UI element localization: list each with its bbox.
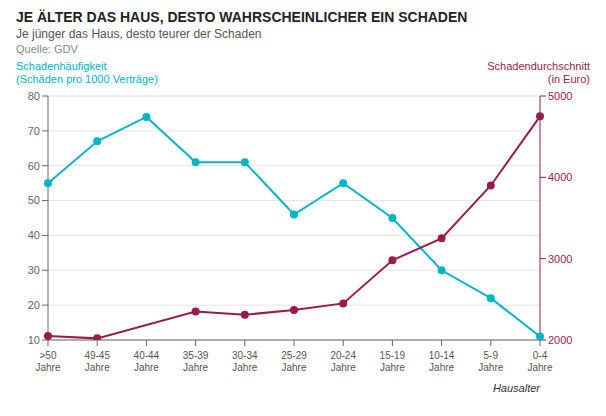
html-text:Je jünger das Haus, desto teur: Je jünger das Haus, desto teurer der Sch…	[16, 27, 262, 41]
svg-text:40: 40	[28, 229, 40, 241]
html-text:Schadenhäufigkeit: Schadenhäufigkeit	[16, 60, 107, 72]
svg-text:50: 50	[28, 194, 40, 206]
svg-text:>50Jahre: >50Jahre	[35, 350, 60, 373]
svg-text:Hausalter: Hausalter	[493, 382, 541, 392]
svg-text:40-44Jahre: 40-44Jahre	[134, 350, 160, 373]
svg-text:10: 10	[28, 334, 40, 346]
html-text:JE ÄLTER DAS HAUS, DESTO WAHRS: JE ÄLTER DAS HAUS, DESTO WAHRSCHEINLICHE…	[16, 9, 468, 25]
svg-text:35-39Jahre: 35-39Jahre	[183, 350, 209, 373]
html-text:Quelle: GDV: Quelle: GDV	[16, 43, 78, 55]
svg-text:0-4Jahre: 0-4Jahre	[527, 350, 552, 373]
svg-text:5000: 5000	[548, 90, 572, 102]
svg-text:15-19Jahre: 15-19Jahre	[380, 350, 406, 373]
svg-text:25-29Jahre: 25-29Jahre	[281, 350, 307, 373]
html-text:Schadendurchschnitt: Schadendurchschnitt	[487, 60, 590, 72]
svg-text:10-14Jahre: 10-14Jahre	[429, 350, 455, 373]
svg-text:70: 70	[28, 125, 40, 137]
svg-text:5-9Jahre: 5-9Jahre	[478, 350, 503, 373]
html-text:(in Euro): (in Euro)	[547, 73, 590, 85]
svg-text:4000: 4000	[548, 171, 572, 183]
html-text:(Schäden pro 1000 Verträge): (Schäden pro 1000 Verträge)	[16, 73, 158, 85]
svg-text:60: 60	[28, 160, 40, 172]
svg-text:80: 80	[28, 90, 40, 102]
svg-text:49-45Jahre: 49-45Jahre	[84, 350, 110, 373]
svg-text:30-34Jahre: 30-34Jahre	[232, 350, 258, 373]
svg-text:20: 20	[28, 299, 40, 311]
svg-text:2000: 2000	[548, 334, 572, 346]
svg-text:30: 30	[28, 264, 40, 276]
svg-text:20-24Jahre: 20-24Jahre	[330, 350, 356, 373]
svg-text:3000: 3000	[548, 253, 572, 265]
